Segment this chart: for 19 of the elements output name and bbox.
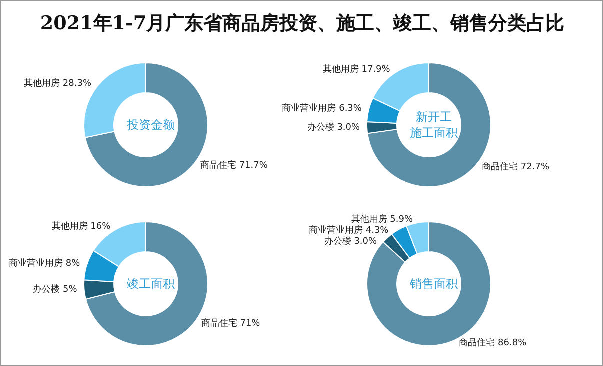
slice-label: 商业营业用房 6.3% bbox=[282, 103, 362, 114]
slice-label: 商业营业用房 4.3% bbox=[309, 225, 390, 236]
text: 竣工面积 bbox=[127, 277, 175, 291]
slice-label: 其他用房 16% bbox=[52, 221, 112, 232]
slice-label: 其他用房 28.3% bbox=[24, 78, 92, 90]
text: 投资金额 bbox=[126, 118, 175, 132]
slice-label: 其他用房 5.9% bbox=[351, 214, 414, 226]
slice-label: 办公楼 5% bbox=[33, 284, 78, 296]
slice-label: 商品住宅 72.7% bbox=[482, 162, 550, 173]
slice-label: 其他用房 17.9% bbox=[322, 64, 391, 76]
slice-label: 商业营业用房 8% bbox=[9, 258, 81, 269]
slice-label: 办公楼 3.0% bbox=[324, 236, 378, 248]
text: 销售面积 bbox=[409, 277, 458, 291]
slice-label: 办公楼 3.0% bbox=[307, 122, 361, 133]
slice-label: 商品住宅 71.7% bbox=[200, 160, 268, 171]
slice-label: 商品住宅 86.8% bbox=[459, 337, 528, 348]
text: 新开工施工面积 bbox=[410, 110, 458, 140]
text: 2021年1-7月广东省商品房投资、施工、竣工、销售分类占比 bbox=[40, 12, 565, 34]
slice-label: 商品住宅 71% bbox=[201, 318, 261, 329]
